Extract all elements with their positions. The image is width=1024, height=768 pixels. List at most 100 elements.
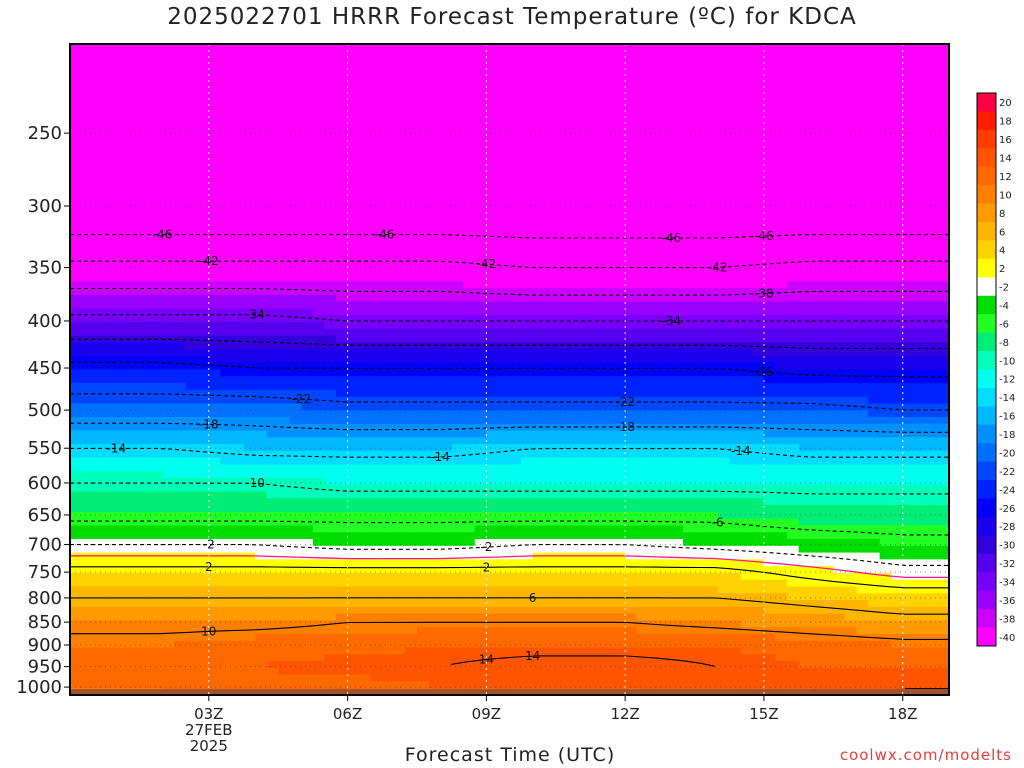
field-cell [278,213,291,221]
field-cell [775,77,788,86]
field-cell [787,227,800,235]
field-cell [266,91,279,99]
field-cell [81,138,94,147]
field-cell [197,152,210,160]
field-cell [220,389,233,398]
field-cell [868,227,881,235]
field-cell [821,179,834,188]
field-cell [208,240,221,249]
field-cell [844,57,858,65]
field-cell [104,410,117,418]
field-cell [231,294,245,303]
field-cell [336,464,349,472]
field-cell [567,389,580,398]
field-cell [868,125,881,133]
field-cell [844,77,858,86]
field-cell [636,166,649,174]
field-cell [312,57,326,65]
field-cell [81,362,94,371]
field-cell [902,254,915,262]
field-cell [486,376,499,384]
field-cell [613,355,626,364]
field-cell [231,288,245,296]
field-cell [578,111,592,120]
field-cell [706,233,719,242]
field-cell [336,308,349,316]
field-cell [243,416,256,425]
field-cell [590,416,603,425]
field-cell [648,186,661,194]
field-cell [659,186,673,194]
field-cell [891,111,904,120]
field-cell [162,166,175,174]
field-cell [937,450,949,459]
field-cell [682,376,696,384]
field-cell [370,105,383,113]
field-cell [602,44,615,52]
field-cell [185,437,198,445]
field-cell [93,77,106,86]
field-cell [162,444,175,452]
field-cell [810,132,823,140]
field-cell [208,301,221,310]
field-cell [914,301,927,310]
field-cell [405,111,418,120]
field-cell [682,77,696,86]
field-cell [336,118,349,126]
field-cell [139,450,152,459]
field-cell [856,281,869,289]
field-cell [255,166,268,174]
field-cell [706,335,719,343]
field-cell [474,457,487,466]
field-cell [289,335,302,343]
field-cell [393,77,407,86]
field-cell [336,450,349,459]
field-cell [567,166,580,174]
field-cell [104,423,117,432]
field-cell [243,396,256,405]
field-cell [416,322,430,330]
field-cell [787,294,800,303]
field-cell [451,403,464,411]
field-cell [220,91,233,99]
field-cell [891,267,904,276]
field-cell [636,335,649,343]
field-cell [116,71,129,79]
field-cell [428,342,441,350]
field-cell [729,206,742,215]
field-cell [740,294,753,303]
field-cell [902,308,915,316]
field-cell [266,186,279,194]
field-cell [185,288,198,296]
field-cell [613,206,626,215]
field-cell [879,50,892,59]
field-cell [706,315,719,323]
field-cell [289,91,302,99]
field-cell [682,84,696,93]
field-cell [150,186,164,194]
field-cell [428,118,441,126]
field-cell [555,315,568,323]
field-cell [220,44,233,52]
field-cell [798,294,811,303]
field-cell [613,301,626,310]
field-cell [706,64,719,72]
field-cell [393,416,407,425]
field-cell [278,355,291,364]
field-cell [301,322,314,330]
field-cell [150,328,164,337]
field-cell [289,57,302,65]
field-cell [486,349,499,357]
field-cell [93,84,106,93]
field-cell [821,233,834,242]
field-cell [925,308,939,316]
field-cell [428,423,441,432]
field-cell [393,389,407,398]
field-cell [104,349,117,357]
field-cell [243,267,256,276]
field-cell [868,457,881,466]
field-cell [324,227,337,235]
field-cell [81,44,94,52]
field-cell [116,213,129,221]
field-cell [197,132,210,140]
